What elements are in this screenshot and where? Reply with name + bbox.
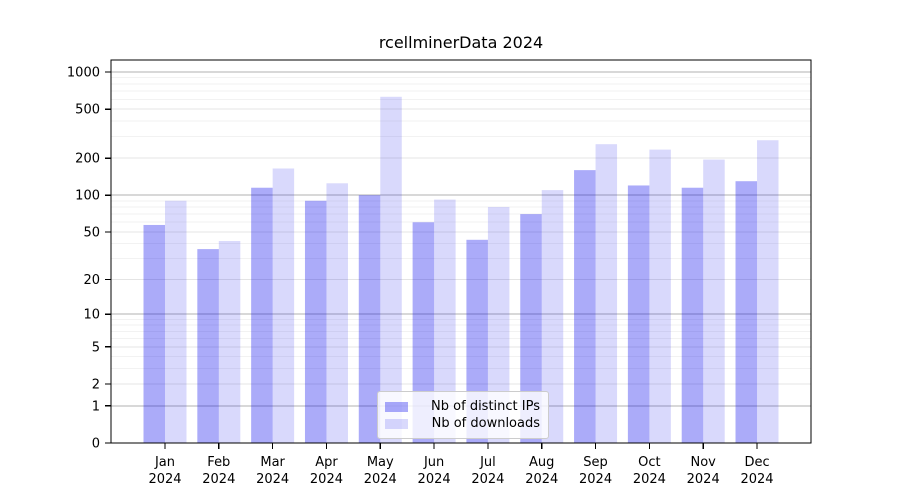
x-tick-label-month: Apr <box>315 455 338 470</box>
bar-downloads <box>703 159 725 443</box>
bar-distinct-ips <box>412 222 435 443</box>
x-tick-label-month: Mar <box>260 455 285 470</box>
y-tick-label: 100 <box>75 189 100 204</box>
x-tick-label-month: Aug <box>529 455 554 470</box>
x-tick-label-month: Jan <box>154 455 175 470</box>
x-tick-label-year: 2024 <box>310 472 343 487</box>
y-tick-label: 10 <box>83 308 100 323</box>
bar-distinct-ips <box>358 195 381 443</box>
legend-label-downloads: Nb of downloads <box>431 416 540 431</box>
x-tick-label-month: Oct <box>638 455 660 470</box>
bar-downloads <box>326 183 348 443</box>
y-tick-label: 200 <box>75 152 100 167</box>
x-tick-label-month: Dec <box>744 455 769 470</box>
bar-downloads <box>649 149 671 443</box>
bar-downloads <box>757 140 779 443</box>
bar-downloads <box>595 144 618 443</box>
bar-distinct-ips <box>627 185 650 444</box>
x-tick-label-month: Jul <box>479 455 496 470</box>
bar-downloads <box>218 241 241 443</box>
x-tick-label-year: 2024 <box>633 472 666 487</box>
y-tick-label: 50 <box>83 225 100 240</box>
y-tick-label: 1 <box>92 399 100 414</box>
y-tick-label: 500 <box>75 103 100 118</box>
bar-downloads <box>165 200 187 443</box>
x-tick-label-year: 2024 <box>579 472 612 487</box>
bar-distinct-ips <box>681 187 704 443</box>
plot-frame <box>110 59 812 444</box>
x-tick-label-month: Nov <box>691 455 717 470</box>
bar-distinct-ips <box>735 181 758 443</box>
legend-label-distinct-ips: Nb of distinct IPs <box>431 399 540 414</box>
chart-title: rcellminerData 2024 <box>378 33 544 52</box>
x-tick-label-year: 2024 <box>148 472 181 487</box>
x-tick-label-year: 2024 <box>471 472 504 487</box>
bar-downloads <box>434 199 456 443</box>
bar-downloads <box>272 168 295 443</box>
bar-distinct-ips <box>197 249 219 443</box>
legend-item-distinct-ips: Nb of distinct IPs <box>385 398 540 415</box>
x-tick-label-month: Feb <box>207 455 230 470</box>
bar-distinct-ips <box>143 224 165 443</box>
y-tick-label: 0 <box>92 437 100 452</box>
x-tick-label-year: 2024 <box>740 472 773 487</box>
bar-downloads <box>380 96 402 444</box>
x-tick-label-month: Sep <box>583 455 608 470</box>
bar-distinct-ips <box>251 187 273 443</box>
legend-item-downloads: Nb of downloads <box>385 415 540 432</box>
bar-downloads <box>487 207 510 443</box>
x-tick-label-month: May <box>367 455 394 470</box>
x-tick-label-year: 2024 <box>687 472 720 487</box>
x-tick-label-year: 2024 <box>364 472 397 487</box>
legend-swatch-downloads <box>385 418 408 429</box>
y-tick-label: 2 <box>92 378 100 393</box>
bar-downloads <box>541 190 564 443</box>
y-tick-label: 5 <box>92 340 100 355</box>
legend-swatch-distinct-ips <box>385 401 408 412</box>
x-tick-label-month: Jun <box>423 455 444 470</box>
x-tick-label-year: 2024 <box>256 472 289 487</box>
bar-distinct-ips <box>304 200 327 443</box>
bar-distinct-ips <box>520 214 542 443</box>
bar-distinct-ips <box>574 170 596 444</box>
x-tick-label-year: 2024 <box>525 472 558 487</box>
y-tick-label: 1000 <box>67 66 100 81</box>
x-tick-label-year: 2024 <box>418 472 451 487</box>
legend: Nb of distinct IPs Nb of downloads <box>377 391 549 439</box>
y-tick-label: 20 <box>83 273 100 288</box>
x-tick-label-year: 2024 <box>202 472 235 487</box>
